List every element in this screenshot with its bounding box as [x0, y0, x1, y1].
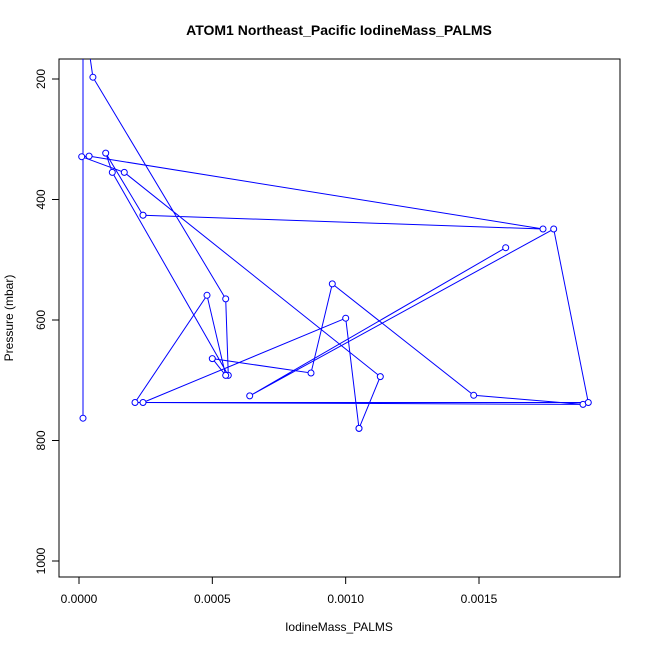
- data-point: [328, 280, 336, 288]
- y-axis-label: Pressure (mbar): [2, 275, 16, 362]
- data-point: [470, 391, 478, 399]
- data-point: [80, 52, 86, 58]
- data-point: [108, 168, 116, 176]
- data-point: [78, 153, 86, 161]
- data-point: [342, 314, 350, 322]
- chart-title: ATOM1 Northeast_Pacific IodineMass_PALMS: [186, 22, 492, 38]
- x-tick-label: 0.0005: [194, 592, 231, 606]
- y-axis: 200 400 600 800 1000: [34, 69, 59, 574]
- data-point: [85, 152, 93, 160]
- data-point: [584, 399, 592, 406]
- data-point: [208, 355, 216, 363]
- y-tick-label: 400: [34, 189, 48, 209]
- y-tick-label: 1000: [34, 547, 48, 574]
- data-point: [222, 371, 230, 379]
- data-point: [120, 168, 128, 176]
- data-point: [203, 291, 211, 299]
- data-point: [246, 392, 254, 400]
- data-point: [355, 424, 363, 432]
- x-axis-label: IodineMass_PALMS: [285, 620, 393, 634]
- x-tick-label: 0.0015: [461, 592, 498, 606]
- data-point: [222, 295, 230, 303]
- data-point: [502, 244, 510, 252]
- data-point: [139, 211, 147, 219]
- y-tick-label: 600: [34, 310, 48, 330]
- data-point: [550, 225, 558, 233]
- x-tick-label: 0.0000: [61, 592, 98, 606]
- y-tick-label: 200: [34, 69, 48, 89]
- y-tick-label: 800: [34, 430, 48, 450]
- data-point: [539, 225, 547, 233]
- x-tick-label: 0.0010: [327, 592, 364, 606]
- plot-frame: [58, 58, 621, 578]
- data-point: [79, 414, 87, 422]
- data-point: [139, 399, 147, 406]
- data-point: [87, 52, 93, 58]
- x-axis: 0.0000 0.0005 0.0010 0.0015: [61, 576, 498, 606]
- data-point: [376, 373, 384, 381]
- series-line: [81, 59, 589, 431]
- plot-area: [78, 52, 592, 432]
- data-point: [307, 369, 315, 377]
- data-point: [89, 73, 97, 81]
- data-point: [102, 149, 110, 157]
- data-point: [131, 399, 139, 406]
